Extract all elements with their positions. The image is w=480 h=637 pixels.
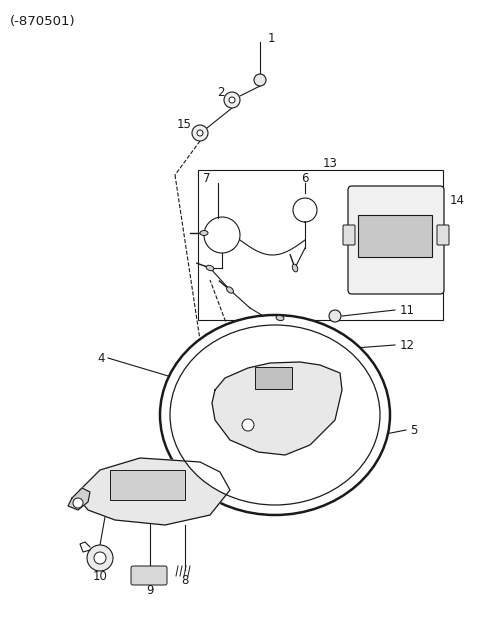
Text: 2: 2: [217, 85, 225, 99]
Polygon shape: [80, 458, 230, 525]
Ellipse shape: [276, 315, 284, 320]
FancyBboxPatch shape: [437, 225, 449, 245]
Circle shape: [94, 552, 106, 564]
Circle shape: [224, 92, 240, 108]
Text: HYUNDAI: HYUNDAI: [372, 234, 419, 243]
Polygon shape: [212, 362, 342, 455]
Text: 13: 13: [323, 157, 337, 169]
Text: 14: 14: [450, 194, 465, 206]
Ellipse shape: [170, 325, 380, 505]
Ellipse shape: [206, 265, 214, 271]
Text: 5: 5: [410, 424, 418, 436]
FancyBboxPatch shape: [348, 186, 444, 294]
Text: 4: 4: [97, 352, 105, 364]
Text: 11: 11: [400, 303, 415, 317]
Circle shape: [73, 498, 83, 508]
Bar: [198, 170, 443, 320]
Text: 1: 1: [268, 31, 276, 45]
Circle shape: [313, 343, 327, 357]
Text: 6: 6: [301, 171, 309, 185]
Circle shape: [229, 97, 235, 103]
Ellipse shape: [160, 315, 390, 515]
FancyBboxPatch shape: [343, 225, 355, 245]
Ellipse shape: [200, 231, 208, 236]
Text: (-870501): (-870501): [10, 15, 76, 28]
Circle shape: [329, 310, 341, 322]
Text: H: H: [410, 218, 416, 224]
Circle shape: [87, 545, 113, 571]
Text: 12: 12: [400, 338, 415, 352]
Ellipse shape: [227, 287, 233, 293]
Circle shape: [192, 125, 208, 141]
Polygon shape: [68, 488, 90, 510]
Circle shape: [242, 419, 254, 431]
Text: 7: 7: [203, 171, 210, 185]
Circle shape: [254, 74, 266, 86]
Text: 15: 15: [177, 117, 192, 131]
FancyBboxPatch shape: [131, 566, 167, 585]
Text: 9: 9: [146, 583, 154, 596]
Ellipse shape: [292, 264, 298, 272]
Text: 10: 10: [93, 569, 108, 582]
FancyBboxPatch shape: [255, 367, 292, 389]
Circle shape: [197, 130, 203, 136]
Text: 8: 8: [181, 573, 189, 587]
FancyBboxPatch shape: [358, 215, 432, 257]
FancyBboxPatch shape: [110, 470, 185, 500]
